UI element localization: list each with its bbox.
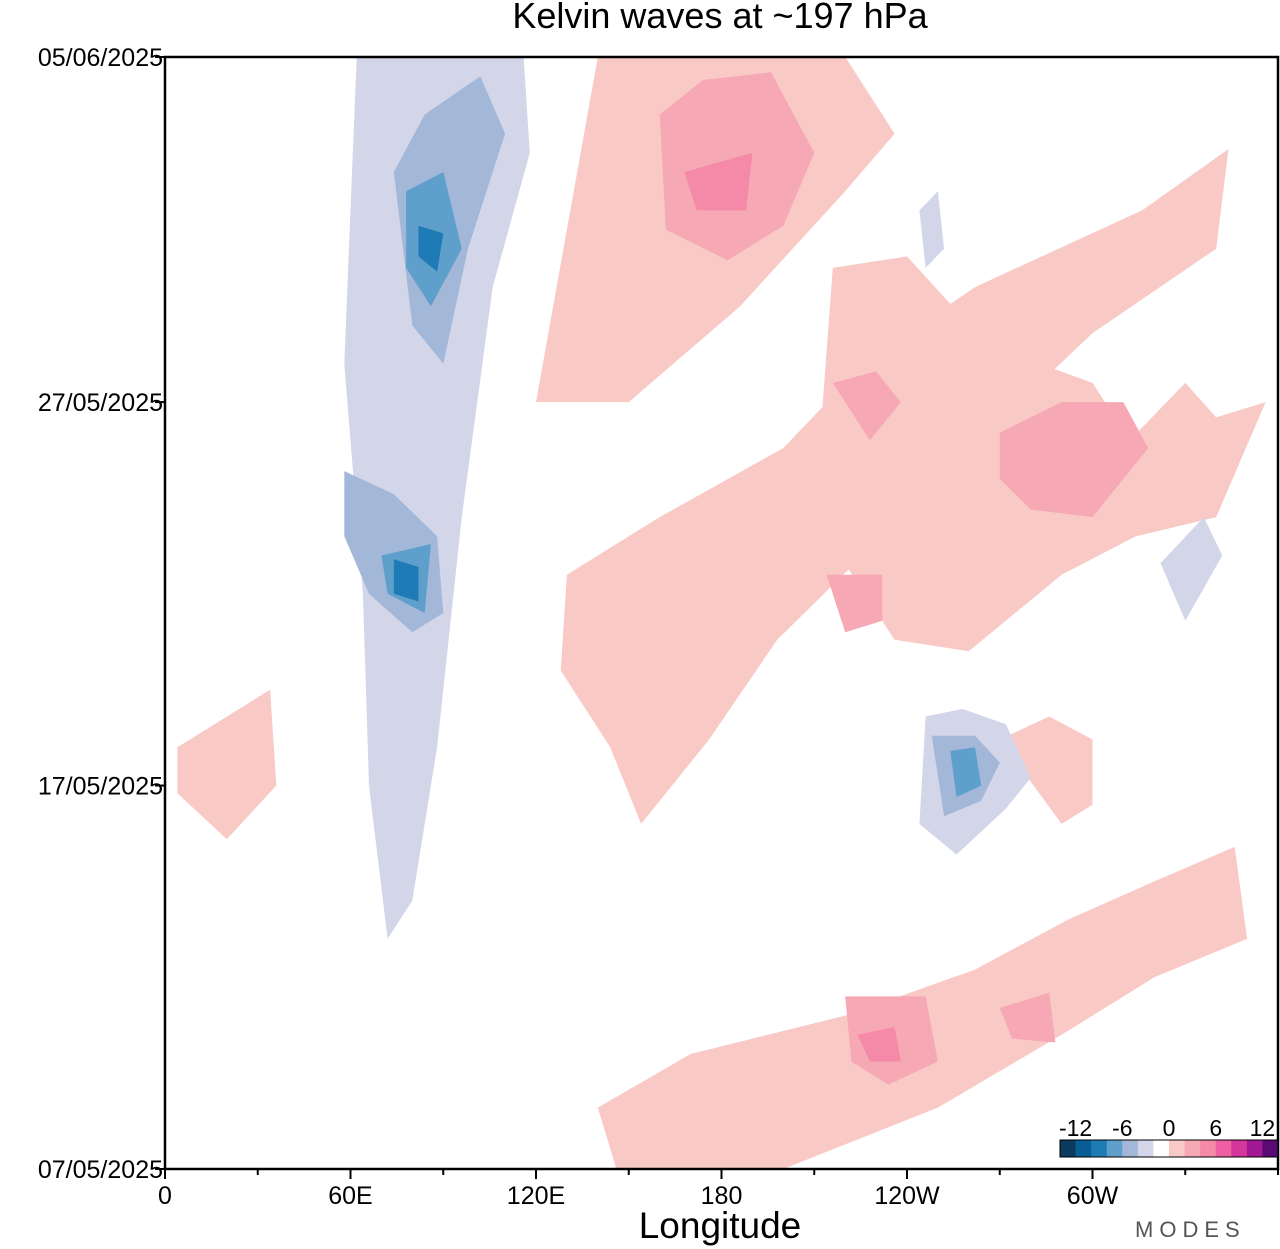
colorbar-tick-label: 0 [1163,1115,1176,1141]
negative-anomaly-region [165,900,512,1169]
colorbar-tick-label: 12 [1250,1115,1276,1141]
modes-logo: MODES [1135,1217,1246,1242]
colorbar-swatch [1262,1140,1279,1157]
positive-anomaly-region [684,152,753,211]
negative-anomaly-region [950,747,982,798]
colorbar-tick-label: -12 [1059,1115,1092,1141]
colorbar-swatch [1184,1140,1201,1157]
positive-anomaly-region [999,716,1093,824]
colorbar-swatch [1153,1140,1170,1157]
positive-anomaly-region [826,574,883,633]
x-tick-label: 180 [701,1182,743,1210]
colorbar-swatch [1122,1140,1139,1157]
colorbar-swatch [1060,1140,1077,1157]
colorbar-frame [1059,1139,1279,1158]
y-tick-label: 05/06/2025 [38,44,163,72]
colorbar-swatch [1169,1140,1186,1157]
colorbar-tick-label: 6 [1209,1115,1222,1141]
x-axis: 0 60E 120E 180 120W 60W [158,1169,1279,1210]
y-tick-label: 07/05/2025 [38,1156,163,1184]
x-tick-label: 0 [158,1182,172,1210]
negative-anomaly-region [1160,517,1223,621]
negative-anomaly-region [1216,938,1278,1169]
colorbar-swatch [1106,1140,1123,1157]
colorbar-swatch [1200,1140,1217,1157]
positive-anomaly-region [177,689,277,840]
positive-anomaly-region [857,1027,901,1062]
chart-title: Kelvin waves at ~197 hPa [512,0,928,36]
negative-anomaly-region [1222,670,1278,844]
y-axis: 07/05/2025 17/05/2025 27/05/2025 05/06/2025 [38,44,165,1184]
colorbar-swatch [1246,1140,1263,1157]
colorbar-swatch [1091,1140,1108,1157]
negative-anomaly-region [393,559,419,602]
contour-fills [165,57,1278,1169]
y-tick-label: 27/05/2025 [38,389,163,417]
negative-anomaly-region [418,225,444,272]
negative-anomaly-region [919,191,945,268]
colorbar-tick-label: -6 [1112,1115,1132,1141]
positive-anomaly-region [999,402,1149,518]
positive-anomaly-region [832,371,901,441]
x-tick-label: 120W [874,1182,940,1210]
x-tick-label: 120E [507,1182,565,1210]
x-tick-label: 60W [1067,1182,1119,1210]
colorbar-swatch [1075,1140,1092,1157]
colorbar: -12 -6 0 6 12 [1059,1115,1279,1158]
x-axis-label: Longitude [639,1205,802,1246]
negative-anomaly-region [165,325,246,556]
colorbar-swatch [1137,1140,1154,1157]
x-tick-label: 60E [328,1182,372,1210]
y-tick-label: 17/05/2025 [38,773,163,801]
positive-anomaly-region [999,992,1056,1043]
colorbar-swatch [1231,1140,1248,1157]
colorbar-swatch [1215,1140,1232,1157]
negative-anomaly-region [344,57,530,939]
